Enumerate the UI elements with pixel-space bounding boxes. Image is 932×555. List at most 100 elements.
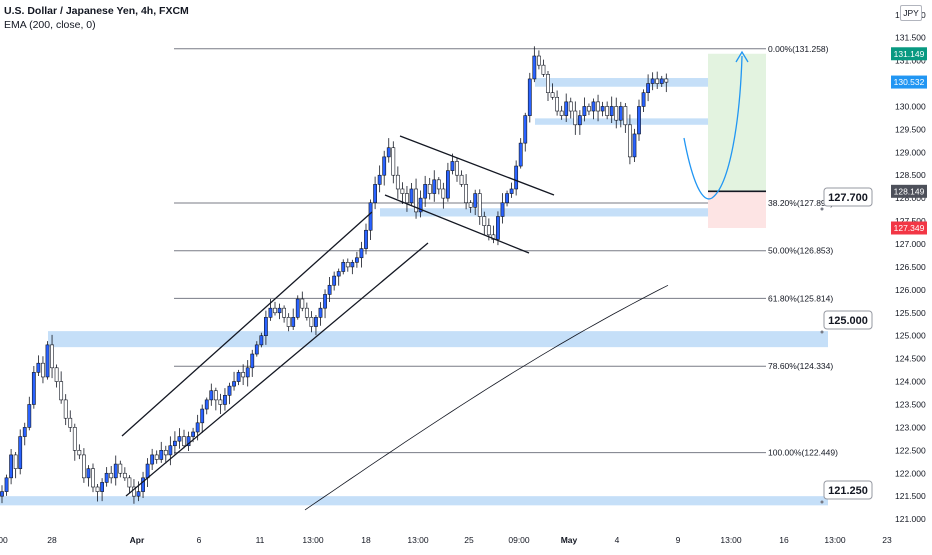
candle [345,258,350,272]
price-axis-tick: 130.000 [895,101,926,111]
candle [314,314,318,336]
candle [300,291,305,312]
candle [186,431,191,451]
candle [27,396,32,431]
level-callout: 125.000 [820,310,873,334]
candle-body [168,445,173,456]
candle [282,305,287,323]
candle-body [600,106,605,112]
candle-body [68,417,73,428]
candle-body [350,262,355,268]
candle-body [345,262,350,268]
candle [650,72,655,91]
candle-body [436,179,441,190]
candle-body [509,188,514,194]
candle-body [468,202,473,208]
candle-body [650,78,655,84]
symbol-title: U.S. Dollar / Japanese Yen, 4h, FXCM [4,5,189,17]
price-tag-last [891,75,927,89]
candle-body [518,142,523,167]
candle [295,295,300,320]
candle [213,387,218,411]
price-axis-tick: 121.000 [895,514,926,524]
candle [141,471,145,498]
time-axis-tick: 23 [882,535,892,545]
candle-body [86,468,91,479]
candle-body [441,188,446,199]
candle-body [209,390,214,401]
candle [418,190,423,218]
candle [364,223,368,255]
candle-body [414,188,418,213]
candle [445,162,450,202]
ema-200-line [304,284,669,511]
price-tag-text: 130.532 [894,77,925,87]
candle-body [154,454,159,460]
candle-body [418,197,423,213]
candle-body [391,147,396,176]
candle-body [127,477,132,488]
candle [113,455,118,486]
candle [359,241,364,268]
candle-body [455,161,459,176]
currency-badge[interactable]: JPY [900,5,922,21]
candle [559,105,564,120]
candle [423,175,428,207]
candle [577,110,582,135]
candle [655,71,660,89]
price-tag-entry [891,184,927,198]
candle-body [109,472,114,479]
candle [22,422,27,446]
support-zone [535,118,708,125]
candle-body [0,491,4,497]
candle [18,429,23,475]
support-zone [0,496,828,506]
candle-body [341,262,346,272]
candle-body [195,422,200,433]
candle [436,177,441,195]
candle-body [377,174,382,185]
candle-body [332,275,337,286]
candle-body [95,486,100,492]
candle [173,431,177,456]
candle [182,429,186,449]
candle-body [532,55,537,80]
candle-body [382,156,387,176]
candle [496,211,500,246]
candle-body [163,450,168,456]
candle [518,138,523,169]
candle [386,138,391,163]
candle-body [323,294,327,309]
price-tag-text: 131.149 [894,49,925,59]
candle-body [637,106,641,135]
candle [473,189,478,216]
candle-body [277,307,282,314]
price-tag-stop [891,221,927,235]
price-axis-tick: 124.000 [895,377,926,387]
candle-body [13,454,18,469]
candle-body [614,106,619,121]
candle-body [50,344,54,369]
candle [332,271,337,291]
stop-loss-zone [708,191,766,228]
candle-body [623,106,628,126]
fib-level-label: 38.20%(127.893) [768,198,833,208]
candle-body [459,174,464,185]
channel-line-ascending [125,242,429,497]
time-axis-tick: 4 [615,535,620,545]
candle-body [477,193,482,217]
fib-level-label: 78.60%(124.334) [768,361,833,371]
candle-body [145,463,150,479]
candle-body [582,106,587,116]
candle [350,259,355,275]
candle-body [295,298,300,318]
candle [0,485,4,504]
price-axis-tick: 127.000 [895,239,926,249]
candle [400,182,405,205]
level-callout-box [823,310,873,330]
time-axis-tick: 11 [256,535,265,545]
price-tag-text: 127.349 [894,223,925,233]
candle-body [18,436,23,469]
